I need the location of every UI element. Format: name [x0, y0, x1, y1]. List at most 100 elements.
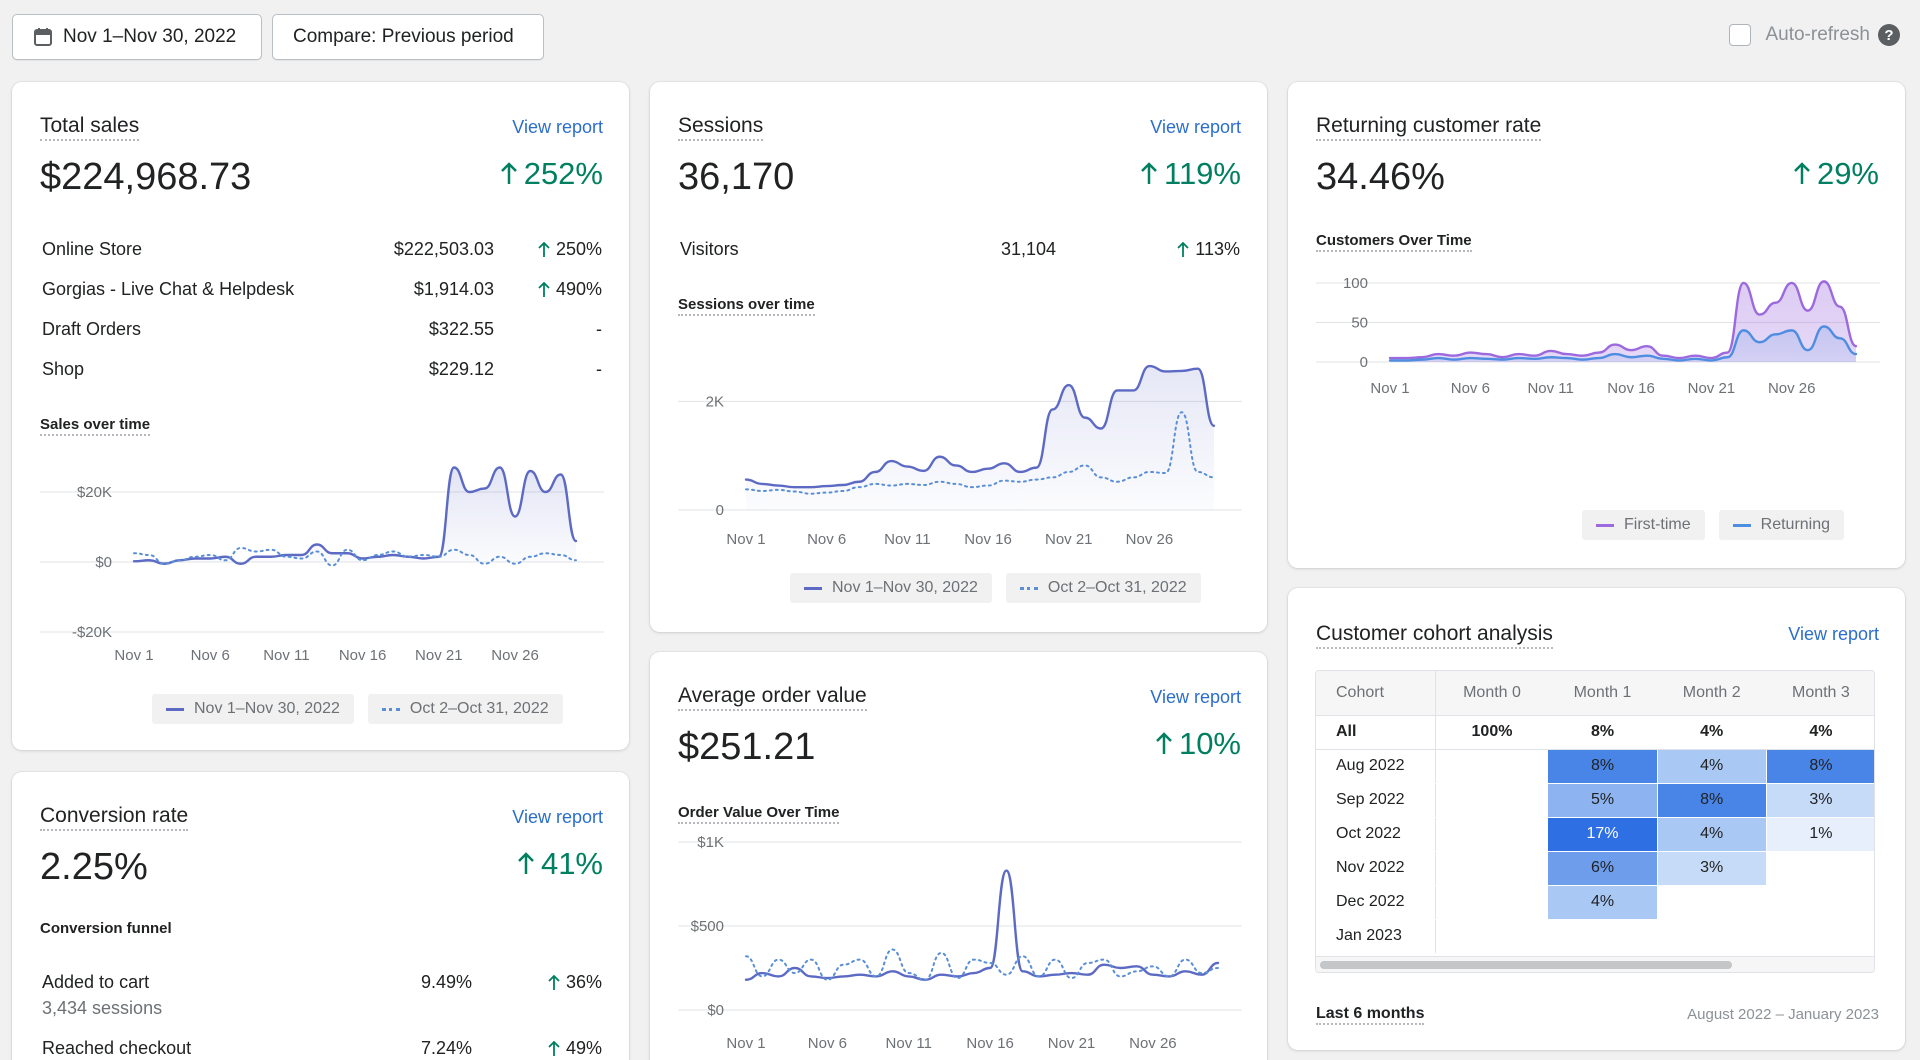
cohort-cell: 100% — [1435, 749, 1549, 784]
cohort-row: All 100% 8% 4% 4% — [1316, 715, 1874, 750]
view-report-link[interactable]: View report — [512, 117, 603, 137]
x-tick-label: Nov 16 — [339, 647, 387, 662]
y-tick-label: $500 — [691, 918, 724, 935]
legend-item-returning[interactable]: Returning — [1718, 510, 1845, 540]
legend-item-first-time[interactable]: First-time — [1582, 510, 1705, 540]
series-line — [745, 411, 1215, 495]
series-line — [133, 547, 577, 567]
view-report-link[interactable]: View report — [512, 807, 603, 827]
x-tick-label: Nov 6 — [1451, 380, 1490, 397]
cohort-column-header: Month 3 — [1766, 671, 1874, 716]
channel-name: Gorgias - Live Chat & Helpdesk — [42, 279, 295, 299]
cohort-period-label[interactable]: Last 6 months — [1316, 1005, 1425, 1025]
metric-value: 36,170 — [678, 156, 795, 198]
cohort-cell: 1% — [1766, 817, 1874, 852]
legend-item-current[interactable]: Nov 1–Nov 30, 2022 — [790, 573, 992, 603]
x-tick-label: Nov 6 — [191, 647, 230, 662]
card-title[interactable]: Average order value — [678, 684, 867, 712]
channel-name: Shop — [42, 359, 85, 379]
help-icon[interactable]: ? — [1878, 24, 1900, 46]
view-report-link[interactable]: View report — [1788, 624, 1879, 644]
date-range-label: Nov 1–Nov 30, 2022 — [63, 26, 237, 47]
card-title[interactable]: Conversion rate — [40, 804, 189, 832]
chart-title[interactable]: Customers Over Time — [1316, 232, 1472, 252]
series-line — [744, 364, 1216, 489]
cohort-label: Jan 2023 — [1316, 919, 1437, 954]
metric-change: 119% — [1140, 158, 1241, 189]
card-title[interactable]: Customer cohort analysis — [1316, 622, 1553, 650]
cohort-cell: 100% — [1435, 851, 1549, 886]
auto-refresh-toggle: Auto-refresh ? — [1729, 24, 1900, 46]
cohort-analysis-card: Customer cohort analysis View report Coh… — [1288, 588, 1905, 1050]
y-tick-label: -$20K — [72, 624, 112, 641]
cohort-cell: 17% — [1547, 817, 1658, 852]
channel-value: $229.12 — [428, 359, 494, 379]
series-line — [745, 948, 1219, 981]
customers-chart: 0 50 100 Nov 1 Nov 6 Nov 11 Nov 16 Nov 21 Nov 26 — [1316, 275, 1880, 397]
series-line — [744, 869, 1220, 981]
cohort-cell: 4% — [1766, 715, 1874, 750]
view-report-link[interactable]: View report — [1150, 117, 1241, 137]
horizontal-scrollbar[interactable] — [1316, 955, 1874, 972]
channel-change: - — [596, 319, 602, 339]
conversion-rate-card: Conversion rate View report 2.25% 41% Co… — [12, 772, 629, 1060]
chart-title[interactable]: Sales over time — [40, 416, 151, 436]
cohort-column-header: Cohort — [1316, 671, 1437, 716]
cohort-cell: 4% — [1547, 885, 1658, 920]
visitors-label: Visitors — [680, 239, 739, 259]
compare-button[interactable]: Compare: Previous period — [272, 14, 544, 60]
metric-change: 29% — [1793, 158, 1879, 189]
cohort-cell: 4% — [1657, 749, 1767, 784]
x-tick-label: Nov 21 — [1048, 1035, 1096, 1052]
total-sales-card: Total sales View report $224,968.73 252%… — [12, 82, 629, 750]
series-line — [1388, 325, 1858, 362]
card-title[interactable]: Sessions — [678, 114, 764, 142]
view-report-link[interactable]: View report — [1150, 687, 1241, 707]
cohort-column-header: Month 2 — [1657, 671, 1767, 716]
cohort-label: Nov 2022 — [1316, 851, 1437, 886]
chart-legend: Nov 1–Nov 30, 2022 Oct 2–Oct 31, 2022 — [152, 694, 577, 724]
legend-item-previous[interactable]: Oct 2–Oct 31, 2022 — [1005, 573, 1201, 603]
metric-change: 10% — [1155, 728, 1241, 759]
legend-item-current[interactable]: Nov 1–Nov 30, 2022 — [152, 694, 354, 724]
y-tick-label: $0 — [707, 1002, 724, 1019]
cohort-cell: 4% — [1657, 817, 1767, 852]
cohort-row: Oct 2022 100% 17% 4% 1% — [1316, 817, 1874, 852]
x-tick-label: Nov 21 — [1045, 531, 1093, 548]
cohort-cell: 100% — [1435, 919, 1549, 954]
cohort-cell: 8% — [1657, 783, 1767, 818]
y-tick-label: 100 — [1343, 275, 1368, 292]
chart-title[interactable]: Order Value Over Time — [678, 804, 840, 824]
funnel-step-name: Added to cart — [42, 972, 150, 992]
cohort-cell: 8% — [1547, 749, 1658, 784]
card-title[interactable]: Total sales — [40, 114, 140, 142]
funnel-step-sessions: 3,434 sessions — [42, 998, 163, 1018]
card-title[interactable]: Returning customer rate — [1316, 114, 1542, 142]
x-tick-label: Nov 11 — [1527, 380, 1573, 397]
y-tick-label: $20K — [77, 484, 112, 501]
date-range-button[interactable]: Nov 1–Nov 30, 2022 — [12, 14, 262, 60]
cohort-cell — [1547, 919, 1658, 954]
x-tick-label: Nov 11 — [884, 531, 930, 548]
x-tick-label: Nov 6 — [808, 1035, 847, 1052]
average-order-value-card: Average order value View report $251.21 … — [650, 652, 1267, 1060]
returning-customer-card: Returning customer rate 34.46% 29% Custo… — [1288, 82, 1905, 568]
cohort-cell — [1657, 885, 1767, 920]
chart-title[interactable]: Sessions over time — [678, 296, 815, 316]
channel-value: $1,914.03 — [413, 279, 494, 299]
x-tick-label: Nov 26 — [491, 647, 539, 662]
sales-chart: -$20K $0 $20K Nov 1 Nov 6 Nov 11 Nov 16 Nov 21 N… — [40, 466, 604, 662]
x-tick-label: Nov 6 — [807, 531, 846, 548]
channel-name: Draft Orders — [42, 319, 142, 339]
auto-refresh-checkbox[interactable] — [1729, 24, 1752, 46]
cohort-label: Aug 2022 — [1316, 749, 1437, 784]
scrollbar-thumb[interactable] — [1320, 960, 1732, 969]
cohort-cell: 8% — [1766, 749, 1874, 784]
arrow-up-icon — [548, 974, 560, 990]
cohort-cell: 100% — [1435, 817, 1549, 852]
x-tick-label: Nov 16 — [964, 531, 1012, 548]
legend-item-previous[interactable]: Oct 2–Oct 31, 2022 — [367, 694, 563, 724]
cohort-cell: 4% — [1657, 715, 1767, 750]
x-tick-label: Nov 1 — [1370, 380, 1409, 397]
y-tick-label: 0 — [1360, 354, 1368, 371]
